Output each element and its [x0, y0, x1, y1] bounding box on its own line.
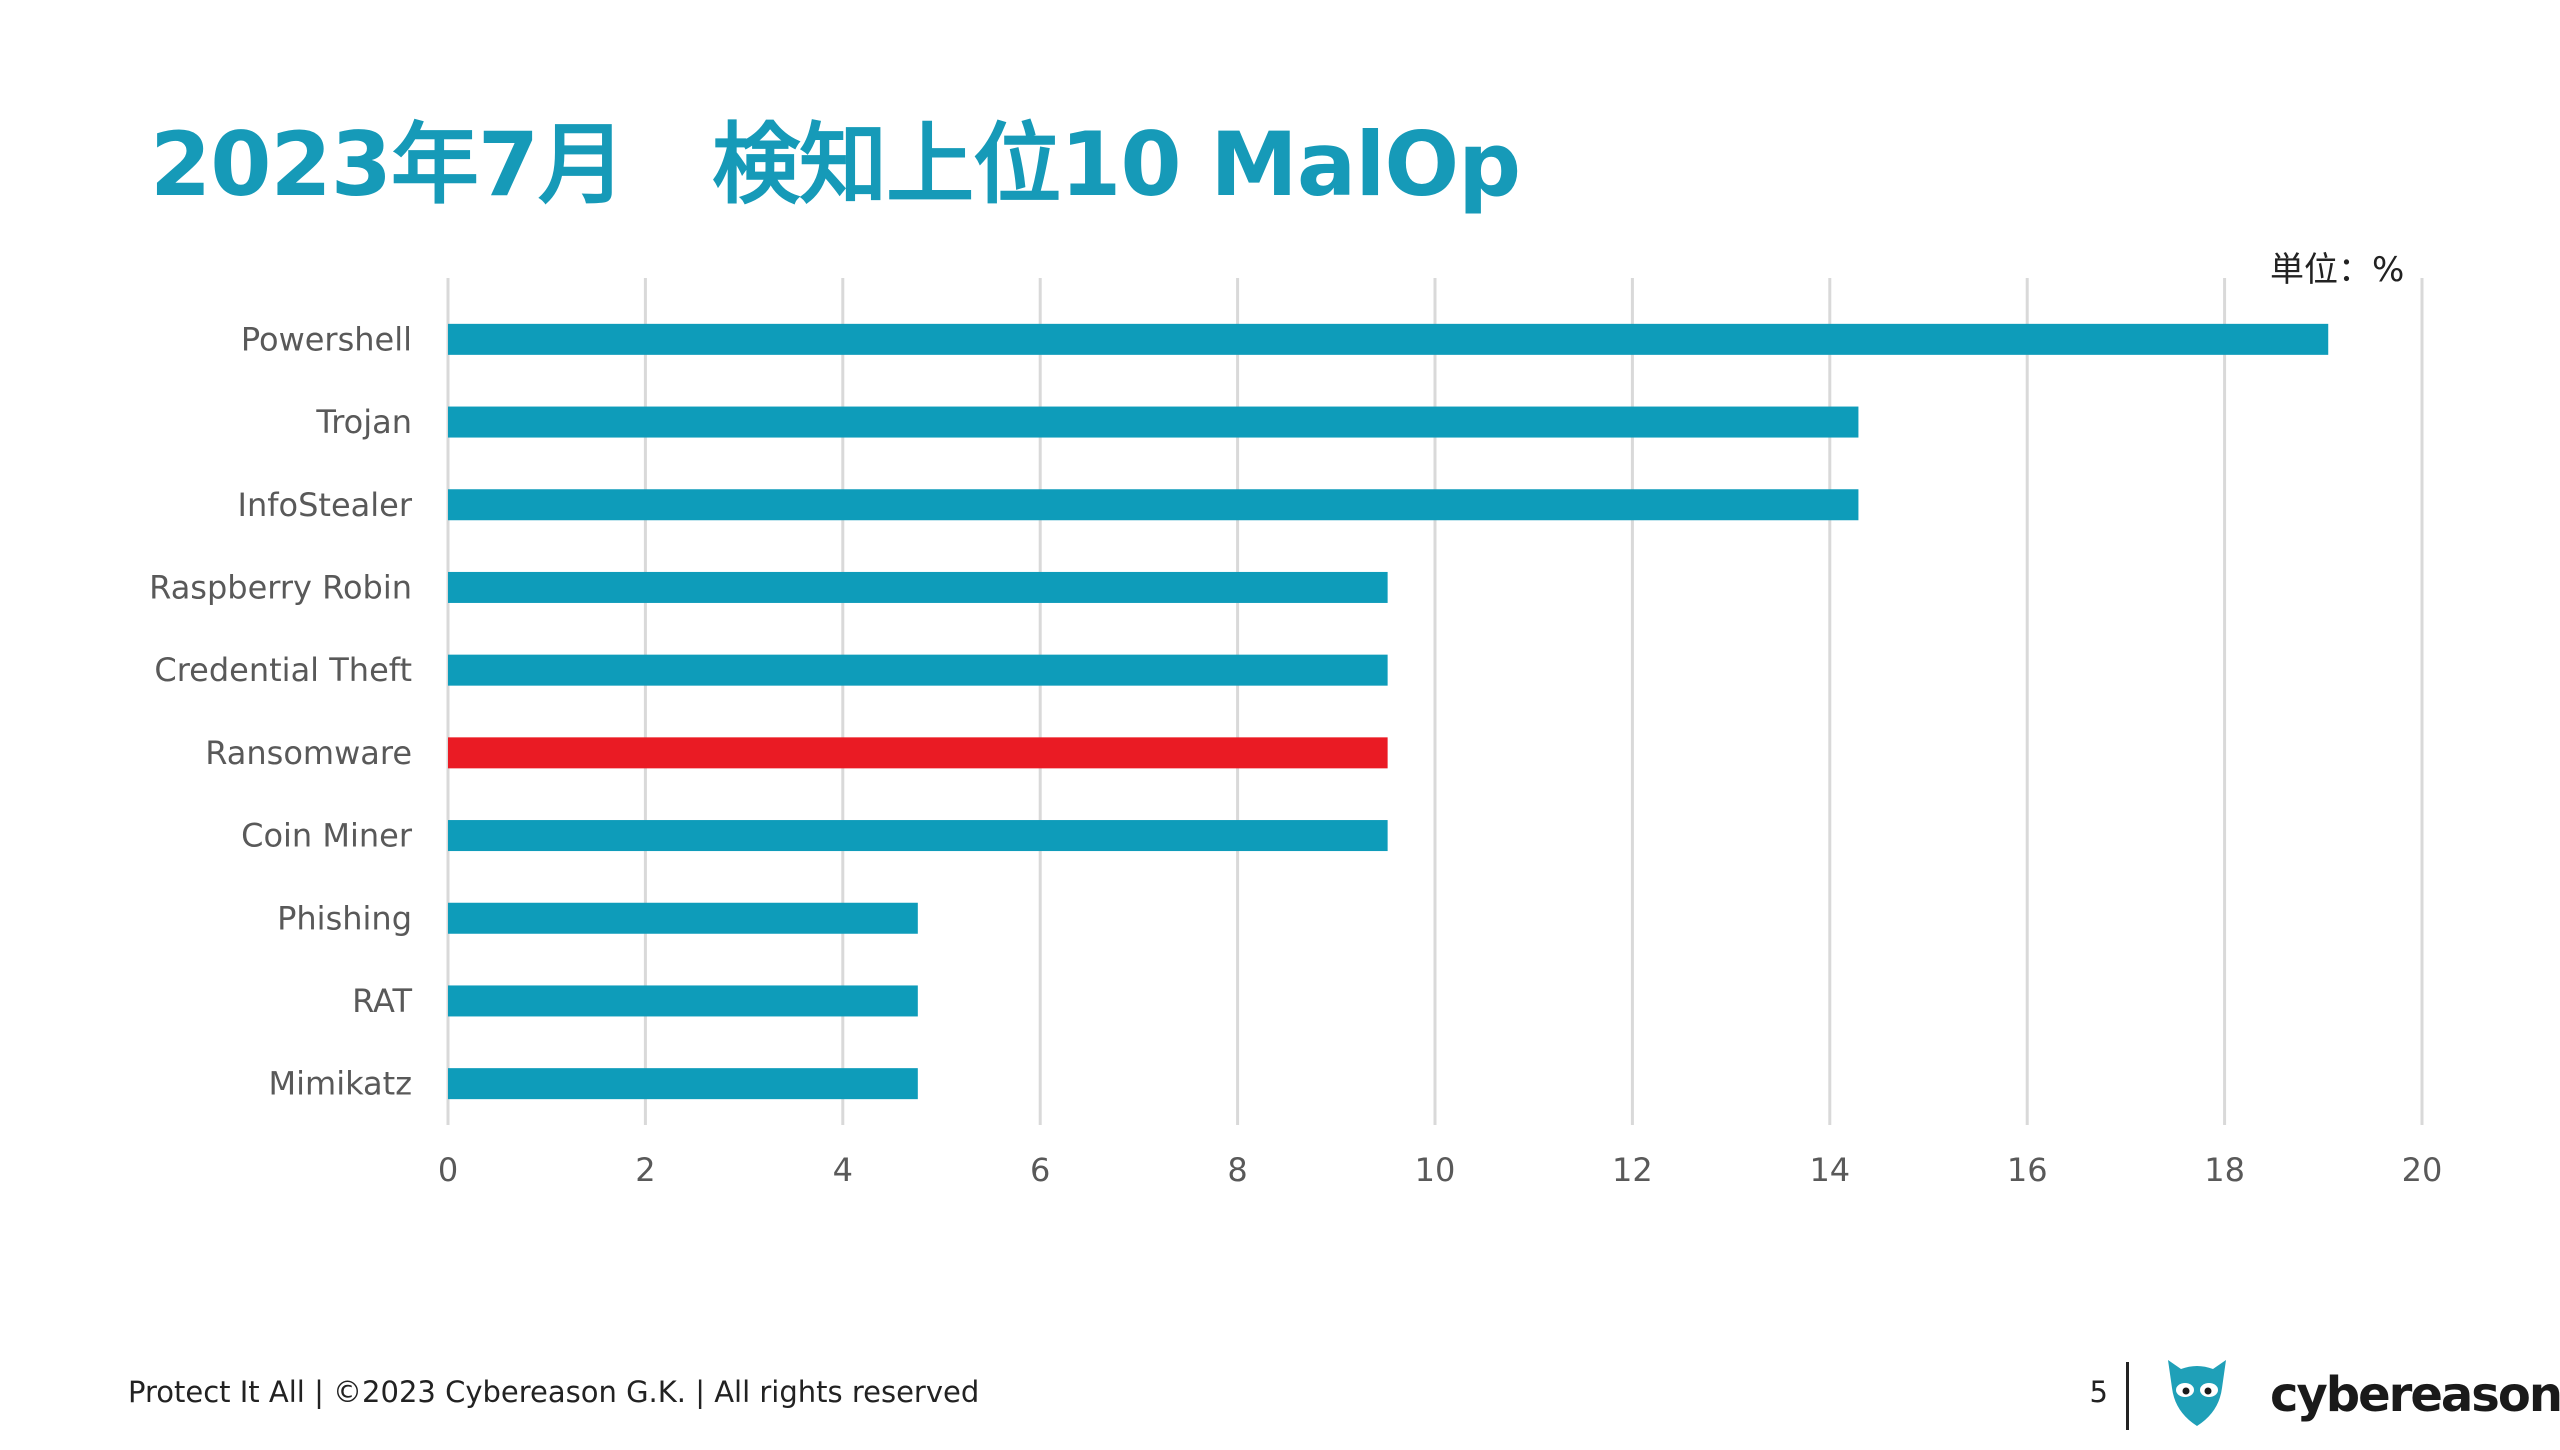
chart-x-tick-labels: 0 2 4 6 8 10 12 14 16 18 20: [438, 1151, 2443, 1189]
category-label: Powershell: [241, 320, 412, 358]
brand-name: cybereason: [2270, 1367, 2560, 1423]
category-label: Raspberry Robin: [149, 568, 412, 606]
x-tick-label: 12: [1612, 1151, 1653, 1189]
category-label: Coin Miner: [241, 817, 413, 855]
category-label: RAT: [352, 982, 412, 1020]
x-tick-label: 16: [2007, 1151, 2048, 1189]
category-label: Phishing: [277, 899, 412, 937]
footer-divider: [2126, 1362, 2129, 1430]
category-label: InfoStealer: [238, 486, 413, 524]
x-tick-label: 10: [1415, 1151, 1456, 1189]
x-tick-label: 20: [2402, 1151, 2443, 1189]
owl-left-pupil: [2182, 1387, 2190, 1395]
bar-raspberry-robin: [448, 571, 1388, 603]
category-label: Mimikatz: [269, 1065, 412, 1103]
category-label: Credential Theft: [154, 651, 412, 689]
owl-logo-icon: [2168, 1360, 2226, 1426]
bar-powershell: [448, 323, 2329, 355]
x-tick-label: 2: [635, 1151, 655, 1189]
bar-phishing: [448, 902, 918, 934]
bar-chart: Powershell Trojan InfoStealer Raspberry Rob…: [149, 278, 2443, 1189]
bar-rat: [448, 985, 918, 1017]
x-tick-label: 18: [2204, 1151, 2245, 1189]
owl-right-pupil: [2204, 1387, 2212, 1395]
x-tick-label: 14: [1809, 1151, 1850, 1189]
x-tick-label: 6: [1030, 1151, 1050, 1189]
chart-category-labels: Powershell Trojan InfoStealer Raspberry Rob…: [149, 320, 413, 1102]
category-label: Ransomware: [205, 734, 412, 772]
bar-mimikatz: [448, 1068, 918, 1100]
x-tick-label: 8: [1227, 1151, 1247, 1189]
bar-credential-theft: [448, 654, 1388, 686]
bar-coin-miner: [448, 820, 1388, 852]
page-number: 5: [2089, 1375, 2108, 1409]
chart-bars: [448, 323, 2329, 1100]
x-tick-label: 4: [833, 1151, 853, 1189]
bar-trojan: [448, 406, 1859, 438]
footer-copyright: Protect It All | ©2023 Cybereason G.K. |…: [128, 1375, 980, 1409]
bar-ransomware: [448, 737, 1388, 769]
bar-infostealer: [448, 489, 1859, 521]
category-label: Trojan: [315, 403, 412, 441]
x-tick-label: 0: [438, 1151, 458, 1189]
unit-label: 単位：%: [2270, 250, 2405, 290]
slide-title: 2023年7月 検知上位10 MalOp: [150, 113, 1521, 216]
owl-logo-shape: [2168, 1360, 2226, 1426]
